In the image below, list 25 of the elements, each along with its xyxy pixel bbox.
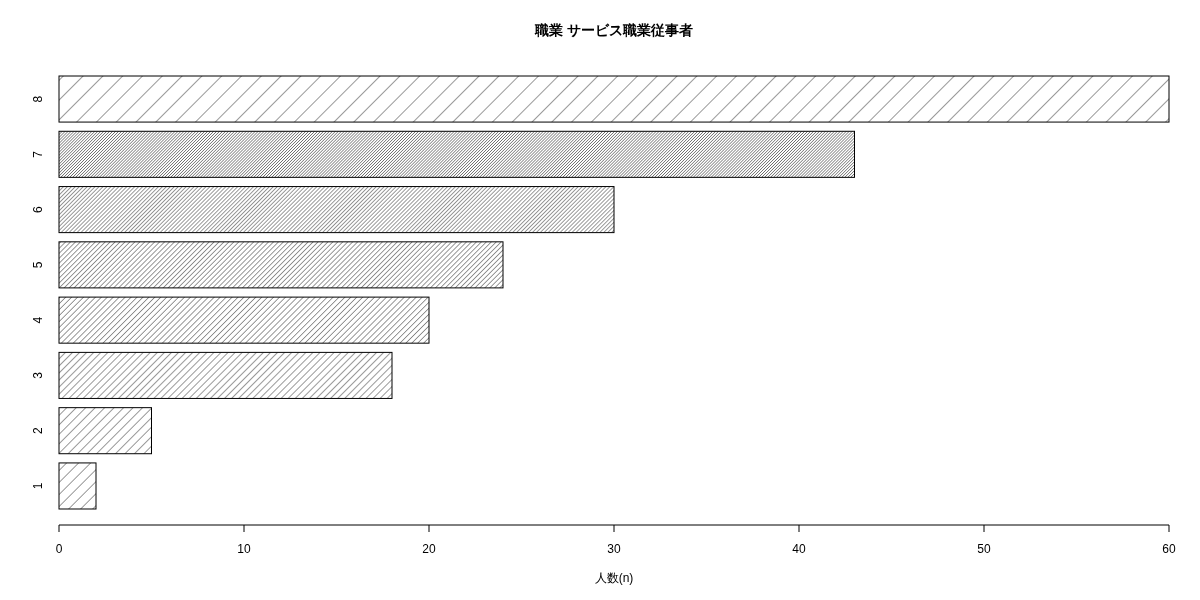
x-tick-label: 10 xyxy=(237,542,251,556)
y-tick-label: 4 xyxy=(31,316,45,324)
x-axis-title: 人数(n) xyxy=(594,571,634,585)
bar xyxy=(58,462,97,510)
x-tick-label: 40 xyxy=(792,542,806,556)
x-tick-label: 60 xyxy=(1162,542,1176,556)
x-tick-label: 50 xyxy=(977,542,991,556)
y-tick-label: 6 xyxy=(31,205,45,213)
bar xyxy=(58,296,430,344)
x-tick-label: 0 xyxy=(55,542,63,556)
bar xyxy=(58,186,615,234)
y-tick-label: 2 xyxy=(31,427,45,435)
bar xyxy=(58,241,504,289)
x-tick-label: 30 xyxy=(607,542,621,556)
y-tick-label: 1 xyxy=(31,482,45,490)
y-tick-label: 8 xyxy=(31,95,45,103)
x-tick-label: 20 xyxy=(422,542,436,556)
y-tick-label: 7 xyxy=(31,150,45,158)
chart-title: 職業 サービス職業従事者 xyxy=(534,22,693,38)
y-tick-label: 3 xyxy=(31,371,45,379)
y-tick-label: 5 xyxy=(31,261,45,269)
bar xyxy=(58,75,1170,123)
bar xyxy=(58,407,152,455)
bar xyxy=(58,351,393,399)
bar xyxy=(58,130,855,178)
